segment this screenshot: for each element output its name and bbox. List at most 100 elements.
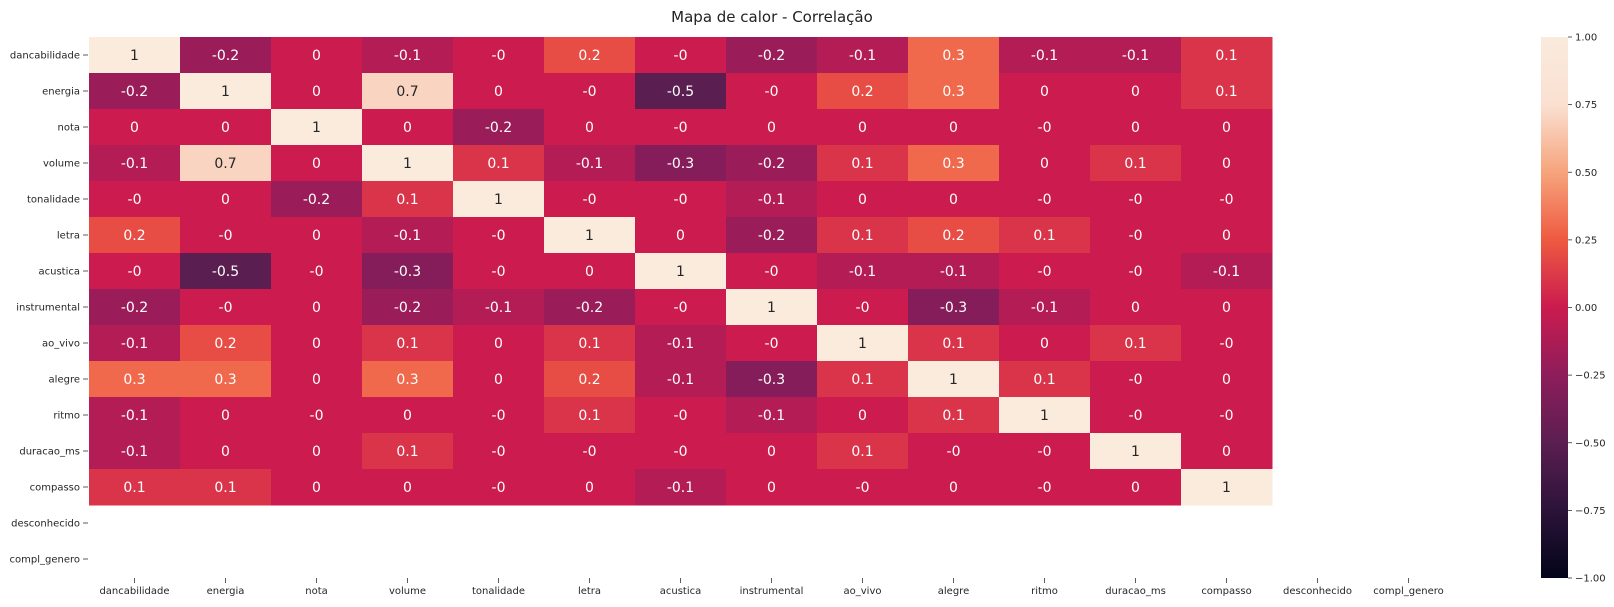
heatmap-cell	[1181, 325, 1273, 362]
heatmap-cell	[271, 325, 363, 362]
heatmap-cell	[362, 217, 454, 254]
heatmap-cell	[271, 397, 363, 434]
cell-value-label: 0.1	[1033, 228, 1055, 244]
cell-value-label: 0	[858, 408, 867, 424]
heatmap-cell	[1181, 253, 1273, 290]
cell-value-label: 0	[403, 480, 412, 496]
cell-value-label: 0	[949, 192, 958, 208]
cell-value-label: -0.1	[940, 264, 967, 280]
heatmap-cell	[726, 361, 818, 398]
heatmap-cell	[635, 145, 727, 182]
heatmap-cells	[89, 37, 1273, 506]
heatmap-cell	[544, 37, 636, 74]
cell-value-label: 0.1	[851, 228, 873, 244]
cell-value-label: -0.1	[394, 48, 421, 64]
y-tick-label: nota	[57, 123, 80, 134]
cell-value-label: 0.1	[123, 480, 145, 496]
cell-value-label: 0.1	[578, 408, 600, 424]
heatmap-cell	[726, 73, 818, 110]
cell-value-label: -0	[765, 84, 779, 100]
cell-value-label: -0.5	[212, 264, 239, 280]
cell-value-label: 0.2	[942, 228, 964, 244]
cell-value-label: -0	[856, 300, 870, 316]
heatmap-cell	[1181, 37, 1273, 74]
x-tick-label: instrumental	[740, 586, 804, 597]
cell-value-label: -0.1	[849, 264, 876, 280]
cell-value-label: -0.2	[394, 300, 421, 316]
heatmap-cell	[180, 37, 272, 74]
cell-value-label: 0	[767, 480, 776, 496]
cell-value-label: -0	[310, 264, 324, 280]
cell-value-label: 0	[312, 48, 321, 64]
heatmap-cell	[635, 325, 727, 362]
cell-value-label: 1	[585, 228, 594, 244]
cell-value-label: -0	[1129, 228, 1143, 244]
heatmap-cell	[999, 217, 1091, 254]
heatmap-cell	[1181, 181, 1273, 218]
cell-value-label: 0	[585, 120, 594, 136]
heatmap-cell	[271, 181, 363, 218]
heatmap-cell	[1090, 109, 1182, 146]
heatmap-cell	[1090, 397, 1182, 434]
heatmap-cell	[817, 397, 909, 434]
heatmap-cell	[453, 217, 545, 254]
heatmap-cell	[362, 433, 454, 470]
cell-value-label: 0	[494, 336, 503, 352]
cell-value-label: -0.1	[576, 156, 603, 172]
cell-value-label: 1	[1222, 480, 1231, 496]
heatmap-cell	[817, 73, 909, 110]
heatmap-cell	[1181, 289, 1273, 326]
cell-value-label: 0.2	[214, 336, 236, 352]
heatmap-cell	[453, 433, 545, 470]
colorbar: 1.00 0.75 0.50 0.25 0.00 −0.25 −0.50 −0.75 −1.00	[1541, 33, 1606, 585]
cell-value-label: 0	[1222, 156, 1231, 172]
heatmap-cell	[89, 289, 181, 326]
cell-value-label: -0	[219, 300, 233, 316]
heatmap-cell	[89, 325, 181, 362]
cell-value-label: 0.2	[578, 48, 600, 64]
heatmap-cell	[362, 73, 454, 110]
heatmap-cell	[908, 109, 1000, 146]
cell-value-label: -0.3	[394, 264, 421, 280]
cell-value-label: -0	[310, 408, 324, 424]
heatmap-cell	[362, 37, 454, 74]
heatmap-cell	[999, 181, 1091, 218]
heatmap-cell	[453, 181, 545, 218]
cell-value-label: 0.1	[1215, 48, 1237, 64]
heatmap-cell	[726, 37, 818, 74]
cell-value-label: -0.2	[758, 48, 785, 64]
cell-value-label: 0.1	[487, 156, 509, 172]
heatmap-cell	[362, 109, 454, 146]
cell-value-label: 0	[676, 228, 685, 244]
cell-value-label: -0	[674, 48, 688, 64]
heatmap-cell	[1181, 397, 1273, 434]
colorbar-tick-label: 0.75	[1575, 100, 1597, 111]
heatmap-cell	[453, 109, 545, 146]
cell-value-label: 0	[585, 480, 594, 496]
cell-value-label: -0	[674, 300, 688, 316]
cell-value-label: -0.1	[485, 300, 512, 316]
cell-value-label: -0.2	[758, 228, 785, 244]
cell-value-label: -0.3	[758, 372, 785, 388]
cell-value-label: 0	[1222, 120, 1231, 136]
heatmap-cell	[453, 253, 545, 290]
cell-value-label: 0	[767, 120, 776, 136]
colorbar-gradient	[1541, 37, 1568, 578]
heatmap-cell	[89, 145, 181, 182]
cell-value-label: 0.1	[396, 336, 418, 352]
heatmap-cell	[908, 217, 1000, 254]
cell-value-label: -0.3	[940, 300, 967, 316]
heatmap-cell	[453, 469, 545, 506]
colorbar-tick-label: −0.75	[1575, 506, 1606, 517]
cell-value-label: 0.1	[1124, 156, 1146, 172]
heatmap-cell	[362, 397, 454, 434]
heatmap-cell	[726, 325, 818, 362]
cell-value-label: 1	[221, 84, 230, 100]
cell-value-label: 0	[312, 228, 321, 244]
x-tick-label: duracao_ms	[1105, 586, 1166, 597]
cell-value-label: -0	[1038, 120, 1052, 136]
heatmap-cell	[271, 217, 363, 254]
cell-value-label: -0	[492, 48, 506, 64]
heatmap-cell	[817, 325, 909, 362]
heatmap-cell	[180, 361, 272, 398]
